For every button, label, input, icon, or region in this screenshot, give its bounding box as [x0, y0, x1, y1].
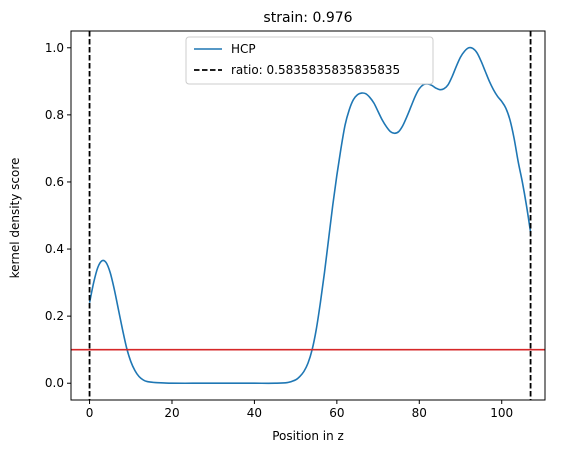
legend-label-ratio: ratio: 0.5835835835835835 [231, 63, 400, 77]
series-line-hcp [88, 46, 532, 385]
axis-ticks: 0 20 40 60 80 100 0.0 0.2 0.4 0.6 0.8 1.0 [45, 41, 513, 420]
plot-frame [70, 30, 546, 401]
x-tick-label: 60 [329, 406, 344, 420]
y-tick-label: 1.0 [45, 41, 64, 55]
x-tick-label: 80 [412, 406, 427, 420]
y-tick-label: 0.4 [45, 242, 64, 256]
chart-title: strain: 0.976 [263, 10, 352, 26]
y-tick-label: 0.0 [45, 376, 64, 390]
legend-box [185, 36, 434, 85]
x-tick-label: 0 [86, 406, 94, 420]
legend: HCP ratio: 0.5835835835835835 [185, 36, 434, 85]
y-tick-label: 0.6 [45, 175, 64, 189]
plot-marks [71, 31, 545, 400]
legend-label-hcp: HCP [231, 42, 256, 56]
y-axis-label: kernel density score [8, 158, 22, 279]
x-tick-label: 40 [247, 406, 262, 420]
y-tick-label: 0.8 [45, 108, 64, 122]
x-tick-label: 20 [164, 406, 179, 420]
x-tick-label: 100 [490, 406, 513, 420]
x-axis-label: Position in z [272, 429, 344, 443]
y-tick-label: 0.2 [45, 309, 64, 323]
plot-data-layer [71, 31, 545, 400]
